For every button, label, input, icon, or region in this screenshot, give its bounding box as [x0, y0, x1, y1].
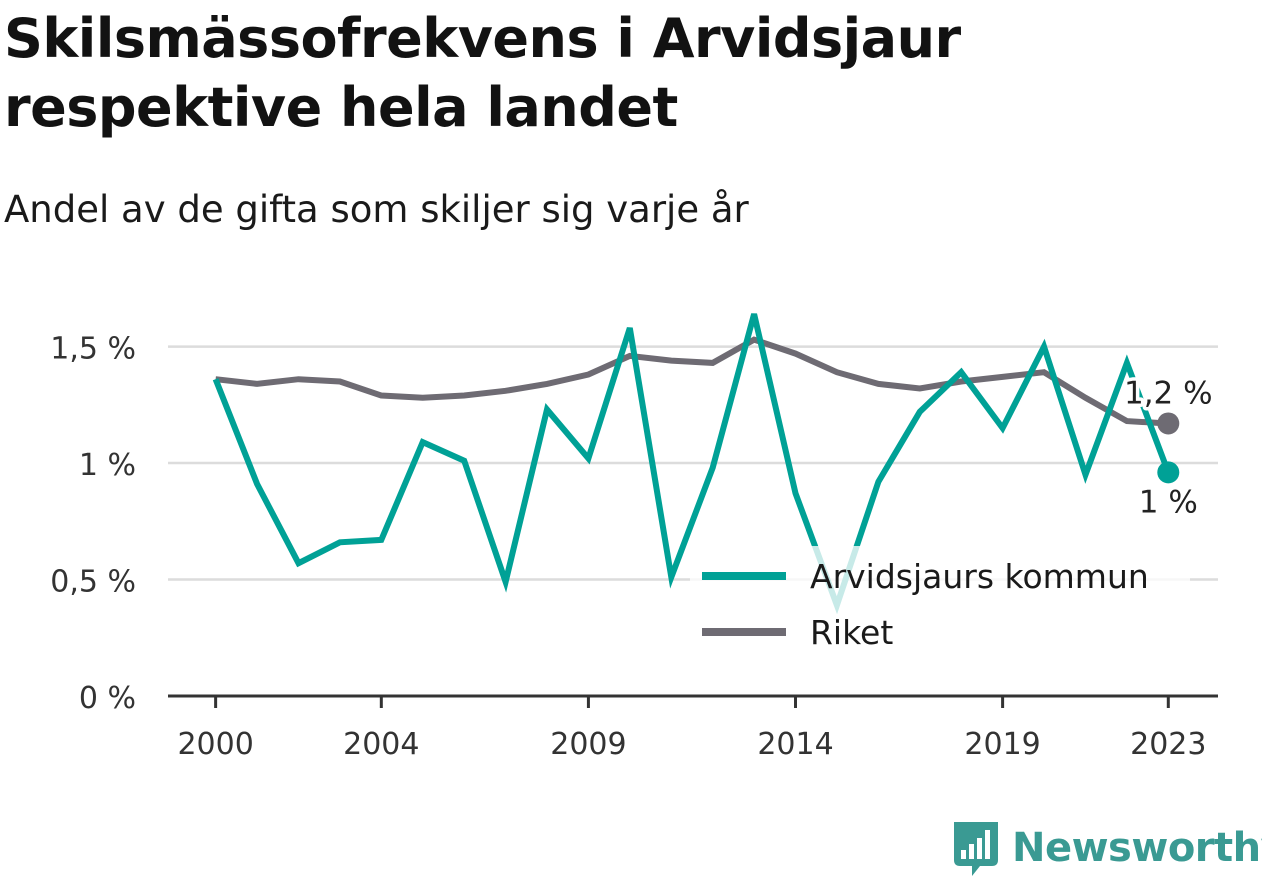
x-tick-label: 2009 — [550, 727, 626, 762]
y-tick-label: 1 % — [79, 448, 136, 483]
chart-subtitle: Andel av de gifta som skiljer sig varje … — [4, 188, 749, 231]
end-label: 1 % — [1139, 484, 1198, 520]
chart-title: Skilsmässofrekvens i Arvidsjaur respekti… — [4, 7, 961, 139]
brand: Newsworthy — [950, 818, 1262, 878]
legend-background — [690, 546, 1190, 664]
legend: Arvidsjaurs kommun Riket — [690, 546, 1190, 664]
series-line — [215, 336, 1169, 427]
y-tick-label: 0,5 % — [50, 565, 136, 600]
series-line — [212, 313, 1172, 615]
newsworthy-logo-icon — [954, 822, 998, 876]
y-tick-label: 0 % — [79, 681, 136, 716]
y-tick-label: 1,5 % — [50, 332, 136, 367]
x-tick-label: 2014 — [757, 727, 833, 762]
x-tick-label: 2004 — [343, 727, 419, 762]
x-tick-label: 2019 — [964, 727, 1040, 762]
x-tick-label: 2023 — [1130, 727, 1206, 762]
x-tick-label: 2000 — [177, 727, 253, 762]
legend-entry: Riket — [810, 613, 893, 652]
brand-name: Newsworthy — [1012, 825, 1262, 871]
series-end-point — [1157, 412, 1180, 435]
end-label: 1,2 % — [1124, 375, 1213, 411]
series-end-point — [1157, 461, 1180, 484]
legend-entry: Arvidsjaurs kommun — [810, 557, 1149, 596]
